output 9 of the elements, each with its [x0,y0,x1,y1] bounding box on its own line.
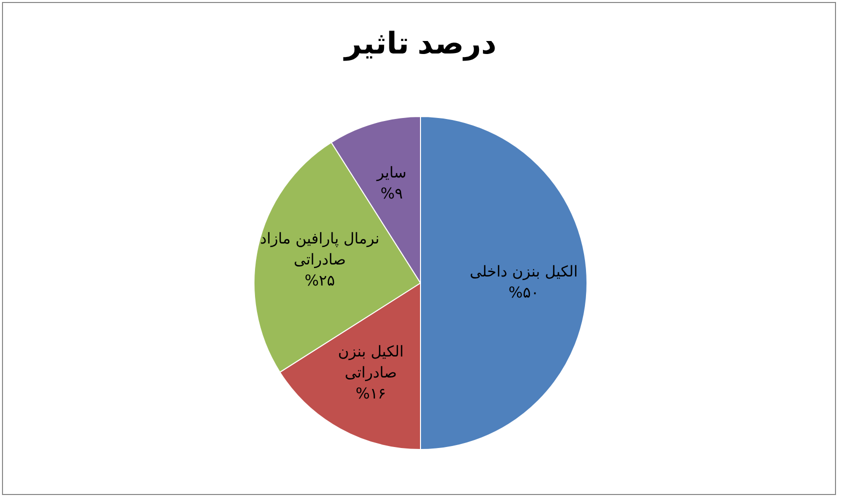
slice-label: الکیل بنزن صادراتی [338,342,404,382]
slice-label: الکیل بنزن داخلی [470,262,578,280]
chart-title: درصد تاثیر [342,27,497,62]
data-label: %۹ [380,184,403,202]
slice-label: سایر [376,163,406,182]
data-label: %۱۶ [356,384,386,402]
data-label: %۲۵ [304,271,335,290]
data-label: %۵۰ [508,283,539,302]
slice-label: نرمال پارافین مازاد صادراتی [260,229,380,268]
